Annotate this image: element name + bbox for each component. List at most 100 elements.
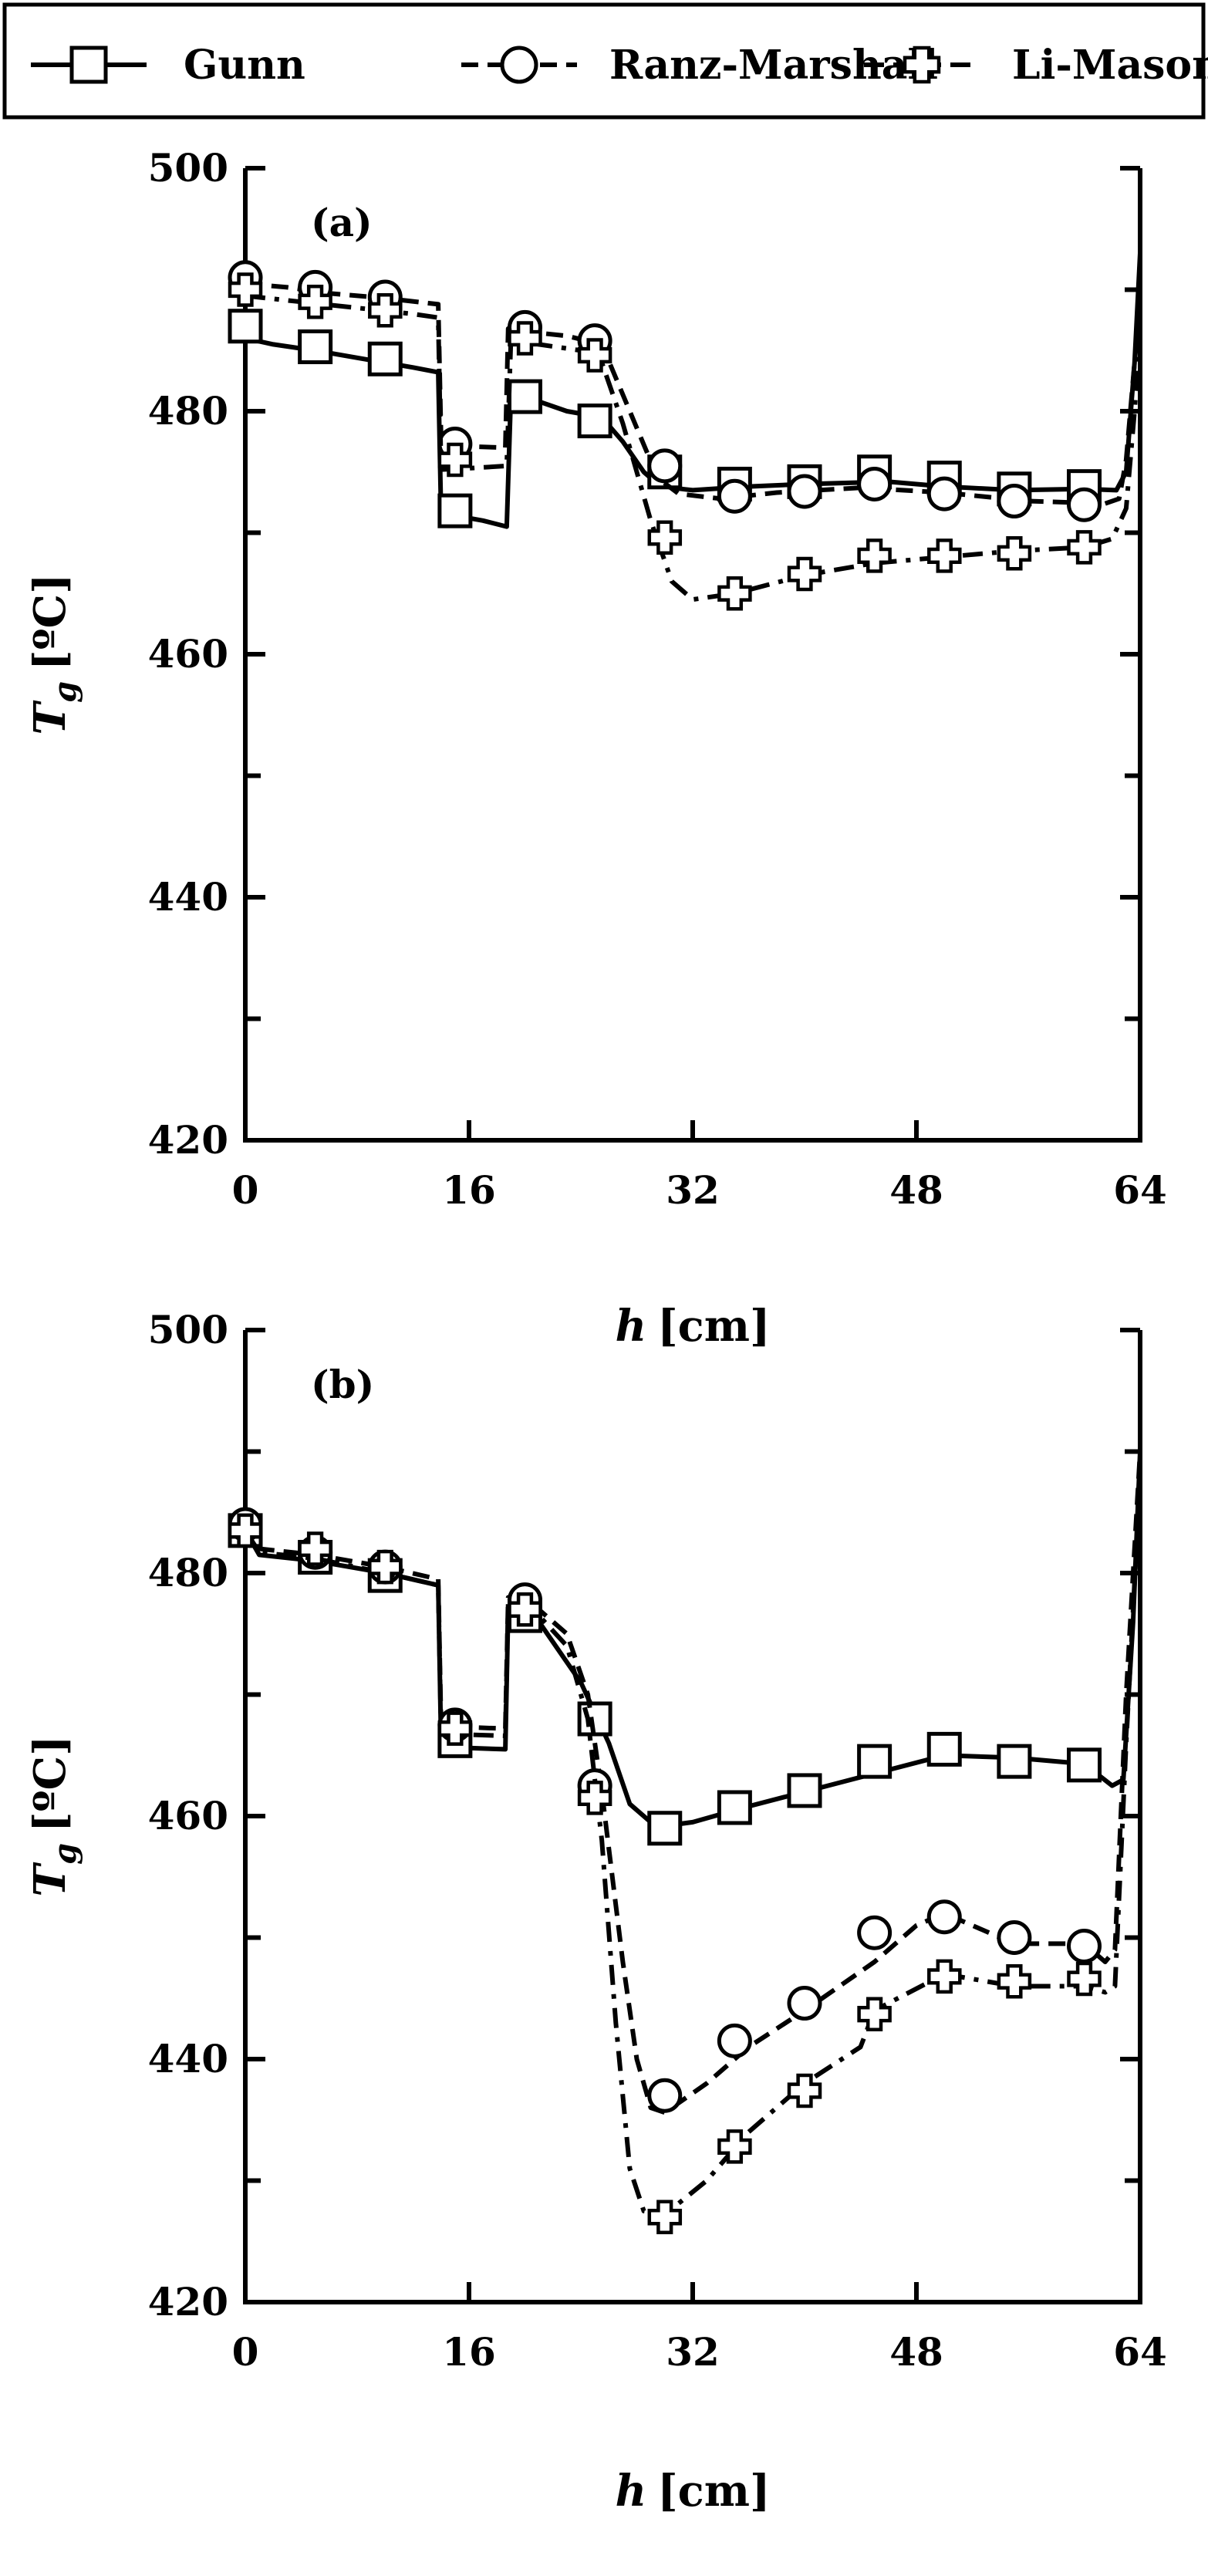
x-tick-label: 0 (232, 2329, 259, 2375)
series-line-ranz-marshall (243, 1451, 1142, 2115)
x-axis-unit: [cm] (657, 2466, 770, 2517)
data-point-gunn (508, 379, 542, 414)
data-point-li-mason (927, 1959, 962, 1994)
y-axis-subscript: g (47, 681, 83, 703)
y-tick-label: 460 (148, 1793, 228, 1838)
data-point-li-mason (1067, 1961, 1102, 1997)
data-point-li-mason (647, 2200, 683, 2235)
series-line-li-mason (243, 1475, 1142, 2217)
data-point-li-mason (508, 1592, 542, 1627)
data-point-li-mason (857, 538, 892, 573)
data-point-gunn (926, 1731, 962, 1767)
legend: Gunn Ranz-Marshall Li-Mason (2, 2, 1208, 120)
legend-label: Li-Mason (1012, 42, 1208, 89)
series-li-mason (228, 1475, 1142, 2235)
data-point-gunn (577, 403, 612, 439)
y-tick-label: 480 (148, 1550, 228, 1595)
data-point-ranz-marshall (997, 484, 1032, 519)
x-tick-label: 64 (1113, 2329, 1167, 2375)
y-tick-label: 420 (148, 1117, 228, 1163)
y-axis-unit: [ºC] (25, 573, 76, 670)
data-point-gunn (997, 1744, 1032, 1779)
series-line-gunn (245, 253, 1142, 529)
data-point-li-mason (857, 1997, 892, 2031)
data-point-ranz-marshall (717, 478, 752, 514)
panel-label: (a) (311, 200, 373, 245)
data-point-ranz-marshall (857, 467, 893, 501)
legend-marker-square (69, 46, 108, 84)
series-gunn (228, 1451, 1142, 1846)
data-point-li-mason (997, 536, 1032, 571)
series-line-ranz-marshall (245, 281, 1142, 506)
data-point-li-mason (927, 538, 962, 573)
y-tick-label: 440 (148, 2036, 228, 2081)
data-point-ranz-marshall (1067, 1929, 1102, 1964)
data-point-li-mason (437, 442, 473, 478)
data-point-gunn (367, 341, 403, 376)
series-line-li-mason (245, 293, 1142, 603)
legend-label: Ranz-Marshall (609, 42, 938, 89)
data-point-gunn (1067, 1747, 1102, 1783)
legend-item-ranz-marshall: Ranz-Marshall (461, 42, 938, 89)
y-tick-label: 500 (148, 145, 228, 191)
legend-marker-plus (903, 46, 941, 84)
data-point-ranz-marshall (1067, 487, 1102, 522)
legend-marker-circle (500, 46, 538, 84)
data-point-li-mason (228, 1513, 263, 1548)
data-point-ranz-marshall (926, 476, 962, 511)
panel-b: 420 440 460 480 500 0 16 32 48 64 (b) h [cm] Tg [ºC] (25, 1307, 1167, 2517)
panel-label: (b) (311, 1362, 374, 1407)
x-axis-label: h [cm] (615, 1301, 770, 1352)
data-point-li-mason (368, 293, 403, 328)
x-tick-label: 32 (666, 2329, 720, 2375)
x-tick-label: 32 (666, 1167, 720, 1213)
data-point-gunn (228, 309, 263, 344)
x-axis-variable: h (615, 1301, 646, 1352)
data-point-gunn (647, 1811, 683, 1846)
data-point-li-mason (368, 1549, 403, 1585)
data-point-gunn (717, 1790, 752, 1825)
x-tick-label: 16 (442, 2329, 496, 2375)
x-tick-label: 16 (442, 1167, 496, 1213)
data-point-li-mason (787, 2073, 822, 2108)
data-point-ranz-marshall (926, 1899, 962, 1935)
legend-label: Gunn (184, 42, 305, 89)
data-point-ranz-marshall (997, 1920, 1032, 1955)
panel-a: 420 440 460 480 500 0 16 32 48 64 (a) h [cm] Tg [ºC] (25, 145, 1167, 1352)
data-point-li-mason (298, 285, 332, 319)
x-tick-label: 64 (1113, 1167, 1167, 1213)
x-tick-label: 48 (889, 2329, 943, 2375)
data-point-li-mason (647, 520, 683, 555)
series-li-mason (228, 272, 1142, 611)
y-tick-label: 420 (148, 2279, 228, 2324)
data-point-gunn (787, 1773, 822, 1808)
data-point-ranz-marshall (857, 1915, 893, 1950)
legend-frame (2, 2, 1206, 120)
x-axis-variable: h (615, 2466, 646, 2517)
x-axis-unit: [cm] (657, 1301, 770, 1352)
y-tick-label: 500 (148, 1307, 228, 1352)
data-point-ranz-marshall (647, 2078, 683, 2113)
data-point-li-mason (577, 338, 612, 373)
data-point-gunn (437, 493, 473, 528)
y-tick-label: 440 (148, 874, 228, 920)
data-point-ranz-marshall (787, 1986, 822, 2021)
data-point-ranz-marshall (787, 474, 822, 509)
axes-frame (243, 1330, 1142, 2304)
data-point-ranz-marshall (647, 448, 683, 484)
data-point-gunn (857, 1744, 893, 1779)
data-point-gunn (298, 329, 333, 365)
y-axis-variable: T (25, 1862, 76, 1897)
legend-item-gunn: Gunn (31, 42, 305, 89)
x-axis-label: h [cm] (615, 2466, 770, 2517)
data-point-li-mason (508, 321, 542, 356)
data-point-ranz-marshall (717, 2023, 752, 2058)
y-tick-label: 480 (148, 388, 228, 434)
data-point-li-mason (787, 556, 822, 592)
y-axis-subscript: g (47, 1843, 83, 1865)
x-tick-label: 0 (232, 1167, 259, 1213)
y-axis-label: Tg [ºC] (25, 573, 83, 734)
data-point-li-mason (717, 576, 752, 611)
